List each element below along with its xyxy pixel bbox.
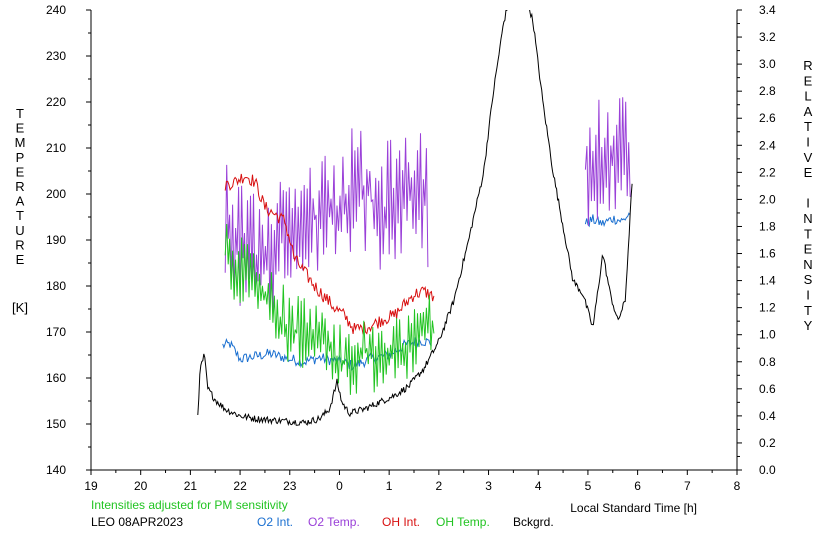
series-line-oh_int	[224, 173, 435, 335]
note-text: Intensities adjusted for PM sensitivity	[91, 498, 288, 512]
y-left-tick-label: 210	[46, 141, 66, 155]
y-right-tick-label: 3.4	[759, 3, 776, 17]
y-left-tick-label: 200	[46, 187, 66, 201]
legend-o2_temp: O2 Temp.	[308, 515, 360, 529]
y-right-tick-label: 2.4	[759, 138, 776, 152]
y-right-title-letter: E	[804, 165, 813, 180]
x-tick-label: 21	[184, 479, 198, 493]
y-right-tick-label: 1.0	[759, 328, 776, 342]
x-tick-label: 7	[684, 479, 691, 493]
y-right-tick-label: 1.8	[759, 219, 776, 233]
y-right-tick-label: 1.6	[759, 247, 776, 261]
y-right-tick-label: 3.2	[759, 30, 776, 44]
x-tick-label: 5	[585, 479, 592, 493]
y-right-title-letter: L	[804, 89, 811, 104]
x-tick-label: 0	[336, 479, 343, 493]
axes	[86, 9, 742, 475]
y-right-title-letter: T	[804, 303, 812, 318]
y-right-tick-label: 0.2	[759, 436, 776, 450]
y-right-tick-label: 2.6	[759, 111, 776, 125]
x-tick-label: 22	[233, 479, 247, 493]
y-right-title-letter: V	[804, 150, 813, 165]
legend-oh_temp: OH Temp.	[436, 515, 490, 529]
y-right-title-letter: S	[804, 272, 813, 287]
y-left-title-letter: E	[16, 121, 25, 136]
y-left-title-letter: E	[16, 252, 25, 267]
y-right-title-letter: T	[804, 119, 812, 134]
y-right-title-letter: N	[803, 211, 812, 226]
legend-bckgrd: Bckgrd.	[513, 515, 554, 529]
legend-oh_int: OH Int.	[382, 515, 420, 529]
y-right-title-letter: T	[804, 226, 812, 241]
y-left-title-letter: P	[16, 150, 25, 165]
y-left-title-letter: A	[16, 194, 25, 209]
y-right-tick-label: 1.2	[759, 301, 776, 315]
y-right-tick-label: 1.4	[759, 274, 776, 288]
y-left-title-letter: T	[16, 106, 24, 121]
x-tick-label: 20	[134, 479, 148, 493]
series-line-o2_temp	[584, 97, 631, 226]
x-tick-label: 19	[84, 479, 98, 493]
y-right-title-letter: E	[804, 73, 813, 88]
series-line-bckgrd	[197, 10, 633, 427]
legend-o2_int: O2 Int.	[257, 515, 293, 529]
y-left-tick-label: 220	[46, 95, 66, 109]
y-right-title-letter: I	[806, 135, 810, 150]
y-right-title-letter: I	[806, 196, 810, 211]
y-left-tick-label: 160	[46, 371, 66, 385]
x-tick-label: 8	[734, 479, 741, 493]
x-axis-label: Local Standard Time [h]	[570, 501, 697, 515]
y-right-tick-label: 2.8	[759, 84, 776, 98]
x-tick-label: 1	[386, 479, 393, 493]
y-right-tick-label: 3.0	[759, 57, 776, 71]
y-left-tick-label: 230	[46, 49, 66, 63]
y-left-tick-label: 150	[46, 417, 66, 431]
labels: 19 20 21 22 23 0 1 2 3 4 5 6 7 8140150160170180190200…	[12, 3, 813, 529]
y-right-tick-label: 0.6	[759, 382, 776, 396]
y-left-tick-label: 180	[46, 279, 66, 293]
station-label: LEO 08APR2023	[91, 515, 183, 529]
y-left-title-letter: E	[16, 164, 25, 179]
x-tick-label: 2	[436, 479, 443, 493]
series-line-oh_temp	[224, 223, 435, 395]
y-left-title-letter: T	[16, 208, 24, 223]
y-right-title-letter: I	[806, 288, 810, 303]
x-tick-label: 23	[283, 479, 297, 493]
y-left-tick-label: 240	[46, 3, 66, 17]
x-tick-label: 6	[634, 479, 641, 493]
y-left-title-letter: R	[15, 179, 24, 194]
y-right-title-letter: E	[804, 242, 813, 257]
y-left-tick-label: 170	[46, 325, 66, 339]
y-left-title-letter: U	[15, 223, 24, 238]
y-right-title-letter: Y	[804, 318, 813, 333]
y-left-unit: [K]	[12, 300, 28, 315]
x-tick-label: 4	[535, 479, 542, 493]
series-group	[197, 10, 633, 427]
y-left-tick-label: 190	[46, 233, 66, 247]
series-line-o2_int	[584, 212, 631, 228]
y-right-tick-label: 0.4	[759, 409, 776, 423]
y-right-tick-label: 0.0	[759, 463, 776, 477]
y-left-title-letter: R	[15, 237, 24, 252]
y-right-title-letter: N	[803, 257, 812, 272]
y-right-title-letter: A	[804, 104, 813, 119]
y-right-tick-label: 2.2	[759, 165, 776, 179]
y-right-title-letter: R	[803, 58, 812, 73]
y-left-tick-label: 140	[46, 463, 66, 477]
y-left-title-letter: M	[15, 135, 26, 150]
y-right-tick-label: 0.8	[759, 355, 776, 369]
y-right-tick-label: 2.0	[759, 192, 776, 206]
series-line-o2_temp	[224, 128, 429, 315]
x-tick-label: 3	[485, 479, 492, 493]
